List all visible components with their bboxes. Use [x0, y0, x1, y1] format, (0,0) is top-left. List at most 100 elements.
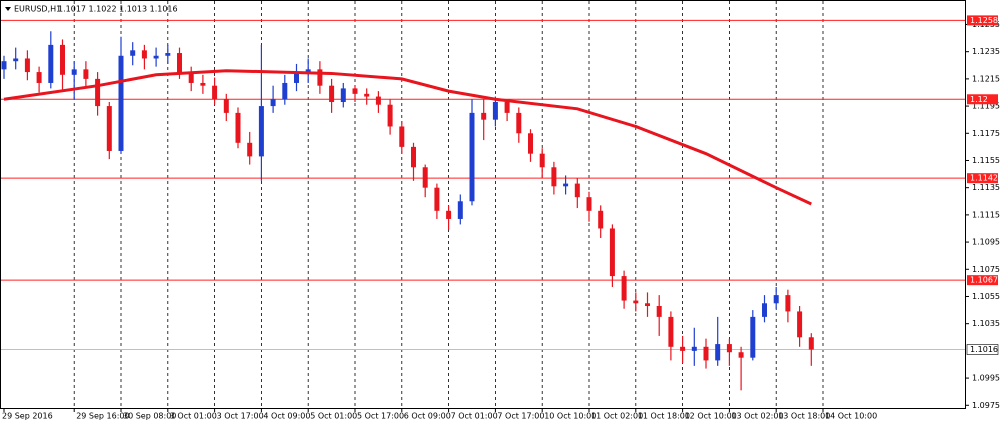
candle-body: [738, 352, 744, 358]
y-tick-label: 1.1055: [972, 292, 1000, 301]
candle-body: [13, 58, 19, 62]
x-tick-label: 5 Oct 17:00: [357, 412, 404, 421]
symbol: EURUSD,H1: [14, 5, 61, 14]
candle-body: [387, 104, 393, 127]
candle-body: [48, 44, 54, 83]
x-tick-label: 12 Oct 10:00: [685, 412, 737, 421]
candle-body: [24, 58, 30, 73]
candle-body: [762, 303, 767, 317]
level-label: 1.1258: [970, 16, 998, 25]
x-tick-label: 11 Oct 18:00: [638, 412, 690, 421]
x-tick-label: 13 Oct 02:00: [731, 412, 783, 421]
candle-body: [586, 197, 592, 211]
candle-body: [165, 53, 171, 56]
candle-body: [750, 316, 756, 358]
candle-body: [317, 69, 323, 86]
candle-body: [375, 96, 381, 105]
x-tick-label: 10 Oct 10:00: [544, 412, 596, 421]
candle-body: [785, 295, 791, 312]
level-tag: [967, 94, 998, 105]
candle-body: [247, 142, 253, 157]
candle-body: [797, 311, 803, 338]
candle-body: [609, 228, 615, 277]
candle-body: [235, 112, 241, 143]
y-tick-label: 1.1095: [972, 238, 1000, 247]
x-tick-label: 14 Oct 10:00: [825, 412, 877, 421]
candle-body: [118, 55, 124, 151]
candle-body: [434, 187, 440, 211]
menu-arrow[interactable]: [5, 7, 11, 11]
candle-body: [270, 99, 276, 107]
y-tick-label: 1.1155: [972, 156, 1000, 165]
y-tick-label: 1.0995: [972, 374, 1000, 383]
level-label: 1.12: [970, 95, 988, 104]
candle-body: [329, 85, 335, 102]
candle-body: [282, 82, 288, 100]
candle-body: [492, 102, 498, 120]
y-tick-label: 1.1135: [972, 183, 1000, 192]
y-tick-label: 1.1075: [972, 265, 1000, 274]
x-tick-label: 5 Oct 01:00: [310, 412, 357, 421]
candle-body: [668, 316, 674, 347]
ohlc: 1.1017 1.1022 1.1013 1.1016: [58, 5, 178, 14]
x-tick-label: 29 Sep 16:00: [76, 412, 129, 421]
x-tick-label: 3 Oct 17:00: [217, 412, 264, 421]
candle-body: [212, 85, 218, 100]
y-tick-label: 1.1175: [972, 129, 1000, 138]
candle-body: [71, 69, 77, 75]
candle-body: [528, 133, 533, 154]
moving-average: [3, 69, 812, 206]
candle-body: [446, 210, 452, 219]
candle-body: [551, 167, 557, 187]
candle-body: [364, 93, 370, 97]
candle-body: [469, 112, 475, 202]
candle-body: [633, 300, 639, 304]
level-tag: [967, 15, 998, 26]
level-tag: [967, 173, 998, 184]
candle-body: [106, 106, 112, 151]
y-tick-label: 1.0975: [972, 401, 1000, 410]
level-label: 1.1142: [970, 174, 998, 183]
candle-body: [726, 344, 732, 353]
y-tick-label: 1.1035: [972, 319, 1000, 328]
candle-body: [1, 61, 7, 70]
candle-body: [422, 167, 428, 188]
x-tick-label: 3 Oct 01:00: [170, 412, 217, 421]
candle-body: [258, 106, 264, 157]
candle-body: [598, 210, 604, 229]
price-tag: [966, 344, 999, 355]
candle-body: [294, 72, 299, 83]
candle-body: [516, 112, 522, 134]
y-tick-label: 1.1115: [972, 210, 1000, 219]
candle-body: [621, 276, 627, 301]
candle-body: [411, 146, 416, 168]
candle-body: [83, 69, 89, 79]
candle-body: [539, 153, 545, 168]
candle-body: [305, 69, 311, 73]
candle-body: [715, 344, 721, 361]
y-tick-label: 1.1215: [972, 74, 1000, 83]
candle-body: [130, 50, 136, 56]
level-label: 1.1067: [970, 276, 998, 285]
price-label: 1.1016: [970, 345, 998, 354]
x-tick-label: 4 Oct 09:00: [263, 412, 310, 421]
x-tick-label: 7 Oct 01:00: [451, 412, 498, 421]
candle-body: [399, 126, 405, 147]
candle-body: [200, 82, 206, 86]
candle-body: [177, 53, 182, 73]
y-tick-label: 1.1195: [972, 102, 1000, 111]
x-tick-label: 6 Oct 09:00: [404, 412, 451, 421]
candle-body: [188, 72, 194, 83]
candle-body: [563, 183, 569, 187]
candle-body: [223, 99, 229, 113]
candle-body: [352, 88, 358, 94]
candle-body: [680, 346, 686, 351]
candle-body: [153, 55, 159, 59]
candle-body: [95, 78, 101, 107]
plot-frame: [0, 0, 966, 409]
x-tick-label: 7 Oct 17:00: [497, 412, 544, 421]
x-tick-label: 29 Sep 2016: [2, 412, 53, 421]
candle-body: [574, 183, 580, 198]
candle-body: [457, 201, 463, 219]
